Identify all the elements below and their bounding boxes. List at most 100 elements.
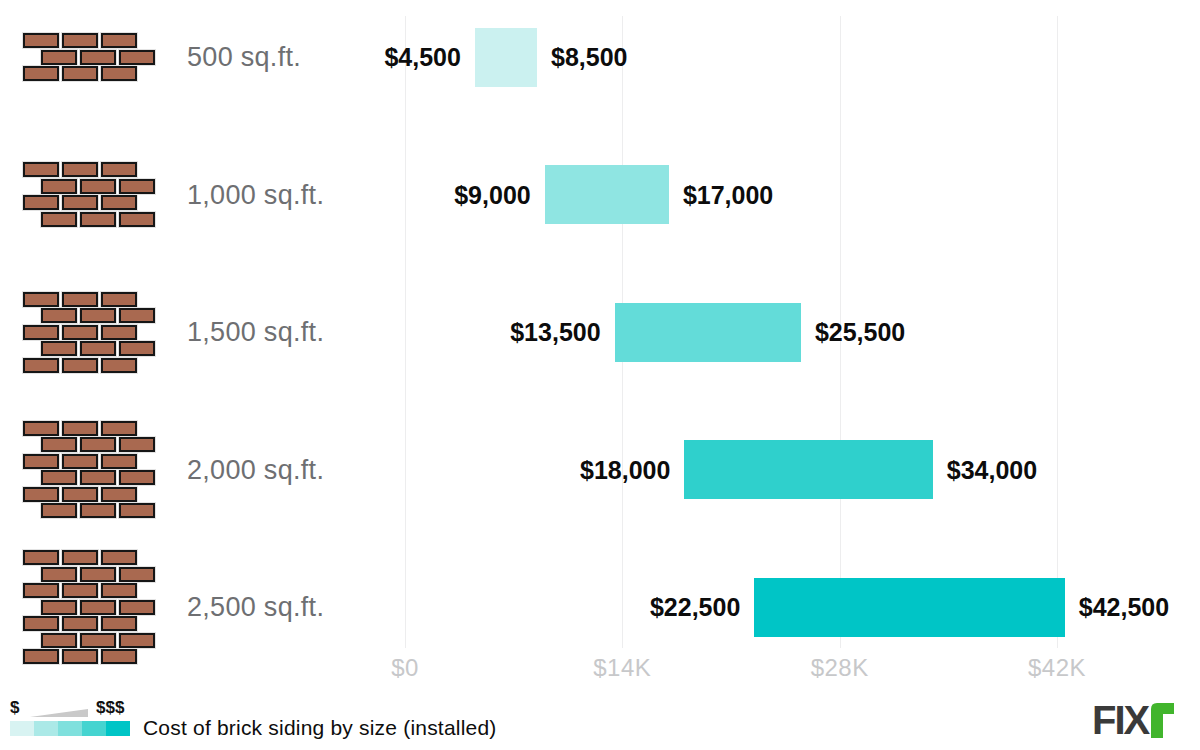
cost-range-bar <box>475 28 537 87</box>
brick <box>41 567 77 582</box>
brick <box>41 308 77 323</box>
brick <box>62 421 98 436</box>
cost-range-bar <box>684 440 932 499</box>
brick-row <box>41 341 158 356</box>
brick-row <box>41 212 158 227</box>
brick <box>101 649 137 664</box>
brick <box>41 470 77 485</box>
brick <box>80 212 116 227</box>
chart-footer: $ $$$ Cost of brick siding by size (inst… <box>0 690 1200 750</box>
brick <box>80 341 116 356</box>
brick <box>23 162 59 177</box>
cost-range-chart: $0$14K$28K$42K500 sq.ft.$4,500$8,5001,00… <box>0 0 1200 690</box>
brick <box>119 633 155 648</box>
brick <box>119 308 155 323</box>
axis-tick-label: $42K <box>987 654 1127 682</box>
brick <box>41 212 77 227</box>
brick <box>119 212 155 227</box>
brick <box>41 600 77 615</box>
brick-row <box>23 292 158 307</box>
brick <box>101 583 137 598</box>
max-value-label: $17,000 <box>683 181 773 210</box>
brick <box>41 341 77 356</box>
cost-range-bar <box>615 303 801 362</box>
brick <box>23 33 59 48</box>
brick <box>119 470 155 485</box>
legend-swatch <box>106 721 130 736</box>
brick <box>62 33 98 48</box>
min-value-label: $22,500 <box>540 593 740 622</box>
brick-row <box>41 567 158 582</box>
brick <box>119 179 155 194</box>
brick <box>101 421 137 436</box>
brick-wall-icon <box>23 421 158 520</box>
max-value-label: $25,500 <box>815 318 905 347</box>
brick <box>62 616 98 631</box>
chart-canvas: $0$14K$28K$42K500 sq.ft.$4,500$8,5001,00… <box>0 0 1200 750</box>
brick <box>23 358 59 373</box>
legend-swatch <box>10 721 34 736</box>
brick-wall-icon <box>23 550 158 666</box>
brick-row <box>41 50 158 65</box>
brick <box>62 550 98 565</box>
legend-swatch <box>34 721 58 736</box>
brick-row <box>23 66 158 81</box>
brick-row <box>23 550 158 565</box>
brick <box>62 325 98 340</box>
max-value-label: $8,500 <box>551 43 627 72</box>
brick-row <box>41 179 158 194</box>
brick <box>80 179 116 194</box>
brick-wall-icon <box>23 33 158 83</box>
brick <box>23 292 59 307</box>
brick <box>23 550 59 565</box>
brick <box>62 195 98 210</box>
cost-range-bar <box>545 165 669 224</box>
category-label: 2,500 sq.ft. <box>187 592 367 623</box>
brick-row <box>23 487 158 502</box>
fixr-logo-r-icon <box>1151 703 1174 738</box>
brick <box>80 600 116 615</box>
brick <box>119 437 155 452</box>
brick <box>101 292 137 307</box>
brick <box>62 66 98 81</box>
brick <box>101 487 137 502</box>
brick <box>119 503 155 518</box>
min-value-label: $9,000 <box>331 181 531 210</box>
brick <box>101 66 137 81</box>
brick <box>62 583 98 598</box>
brick <box>23 616 59 631</box>
brick-row <box>23 649 158 664</box>
max-value-label: $34,000 <box>947 456 1037 485</box>
brick <box>62 162 98 177</box>
brick <box>23 454 59 469</box>
brick-row <box>23 358 158 373</box>
brick <box>80 470 116 485</box>
brick <box>101 162 137 177</box>
brick-wall-icon <box>23 292 158 375</box>
brick <box>80 503 116 518</box>
axis-tick-label: $0 <box>335 654 475 682</box>
axis-tick-label: $28K <box>770 654 910 682</box>
brick <box>80 50 116 65</box>
brick <box>101 616 137 631</box>
brick <box>80 308 116 323</box>
brick <box>101 33 137 48</box>
brick <box>23 195 59 210</box>
chart-title: Cost of brick siding by size (installed) <box>143 716 496 740</box>
brick <box>23 66 59 81</box>
axis-gridline <box>1057 16 1058 648</box>
brick-row <box>41 600 158 615</box>
brick-row <box>23 33 158 48</box>
brick <box>41 437 77 452</box>
fixr-logo: FIX <box>1092 703 1174 738</box>
brick <box>101 358 137 373</box>
brick <box>41 633 77 648</box>
brick <box>23 583 59 598</box>
brick-row <box>23 583 158 598</box>
brick-row <box>23 162 158 177</box>
brick <box>80 437 116 452</box>
brick <box>23 487 59 502</box>
category-label: 2,000 sq.ft. <box>187 455 367 486</box>
axis-tick-label: $14K <box>552 654 692 682</box>
brick <box>80 567 116 582</box>
